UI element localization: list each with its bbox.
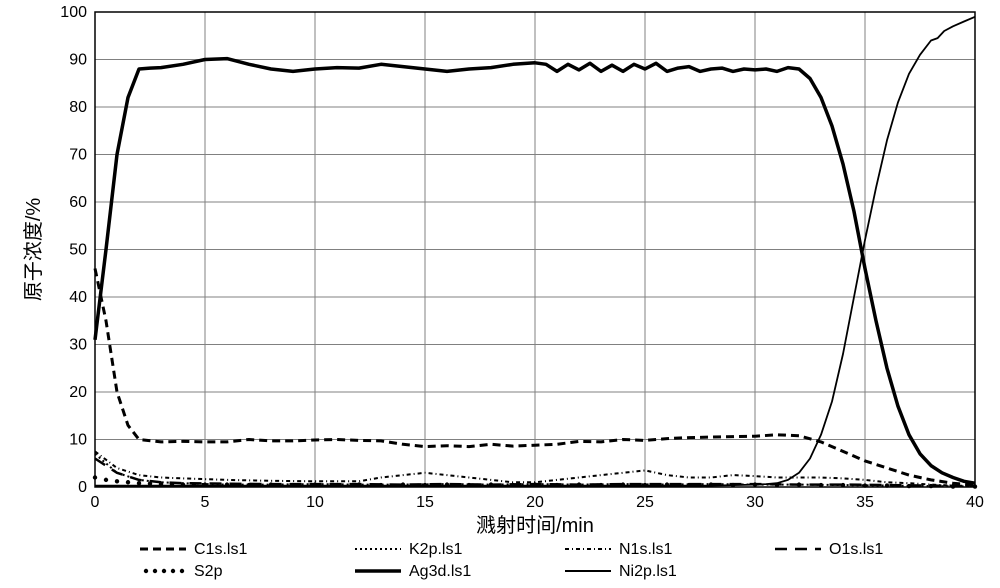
series-S2p: [819, 483, 823, 487]
series-S2p: [973, 484, 977, 488]
chart-bg: [0, 0, 1000, 588]
x-tick-label: 35: [856, 494, 874, 511]
y-tick-label: 70: [69, 147, 87, 164]
legend-label: O1s.ls1: [829, 541, 883, 558]
chart-container: { "chart": { "type": "line", "width_px":…: [0, 0, 1000, 588]
x-tick-label: 15: [416, 494, 434, 511]
legend-sample-icon: [144, 569, 148, 573]
series-S2p: [863, 483, 867, 487]
series-S2p: [126, 480, 130, 484]
y-tick-label: 90: [69, 52, 87, 69]
series-S2p: [907, 484, 911, 488]
legend-sample-icon: [171, 569, 175, 573]
x-tick-label: 5: [201, 494, 210, 511]
y-tick-label: 50: [69, 242, 87, 259]
legend-sample-icon: [162, 569, 166, 573]
legend-sample-icon: [153, 569, 157, 573]
legend-label: C1s.ls1: [194, 541, 247, 558]
y-tick-label: 30: [69, 337, 87, 354]
series-S2p: [841, 483, 845, 487]
y-tick-label: 0: [78, 479, 87, 496]
chart-svg: 0 5 10 15 20 25 30 35 40 0 10 20 30 40 50 60 70 80 90 100 溅射…: [0, 0, 1000, 588]
series-S2p: [115, 479, 119, 483]
legend-sample-icon: [180, 569, 184, 573]
y-axis-label: 原子浓度/%: [22, 198, 45, 302]
series-S2p: [951, 484, 955, 488]
y-tick-label: 40: [69, 289, 87, 306]
series-S2p: [885, 483, 889, 487]
x-axis-label: 溅射时间/min: [476, 514, 594, 537]
y-tick-label: 10: [69, 432, 87, 449]
y-tick-label: 80: [69, 99, 87, 116]
series-S2p: [797, 482, 801, 486]
x-tick-label: 30: [746, 494, 764, 511]
series-S2p: [104, 478, 108, 482]
legend-label: Ag3d.ls1: [409, 563, 471, 580]
y-tick-label: 60: [69, 194, 87, 211]
legend-label: K2p.ls1: [409, 541, 462, 558]
legend-label: Ni2p.ls1: [619, 563, 677, 580]
x-tick-label: 40: [966, 494, 984, 511]
y-tick-label: 100: [60, 4, 87, 21]
y-tick-label: 20: [69, 384, 87, 401]
legend-label: N1s.ls1: [619, 541, 672, 558]
series-S2p: [93, 475, 97, 479]
x-tick-label: 10: [306, 494, 324, 511]
x-tick-label: 20: [526, 494, 544, 511]
legend-label: S2p: [194, 563, 223, 580]
x-tick-label: 0: [91, 494, 100, 511]
series-S2p: [929, 484, 933, 488]
x-tick-label: 25: [636, 494, 654, 511]
